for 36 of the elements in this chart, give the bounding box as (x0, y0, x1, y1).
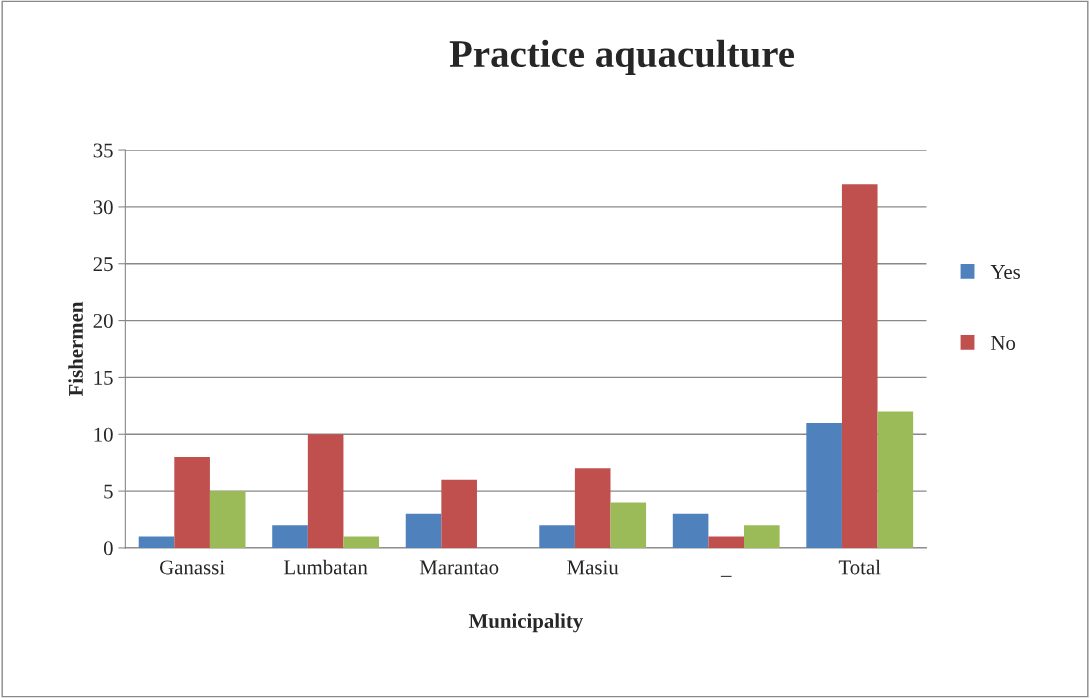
bar (672, 513, 709, 548)
bar (138, 536, 175, 548)
y-tick-label: 5 (104, 484, 113, 499)
bar (877, 411, 914, 548)
x-tick-label: Marantao (419, 560, 499, 575)
bar (405, 513, 442, 548)
bar (806, 422, 842, 548)
y-tick-label: 15 (94, 370, 113, 385)
bar (539, 525, 575, 548)
bar (841, 184, 878, 548)
bar (610, 502, 647, 548)
x-tick-label: Masiu (567, 560, 619, 575)
y-tick-label: 10 (94, 427, 113, 442)
bar (574, 468, 611, 548)
x-axis-title: Municipality (468, 613, 584, 633)
y-tick-label: 35 (93, 143, 113, 158)
bar (209, 491, 246, 548)
bar (343, 536, 380, 548)
y-tick-label: 30 (93, 200, 113, 215)
bar (307, 434, 344, 548)
x-tick-label: Total (838, 559, 881, 575)
y-axis-title: Fishermen (68, 301, 83, 397)
bar (272, 525, 308, 548)
y-tick-label: 20 (93, 313, 113, 329)
legend-label: Yes (990, 265, 1020, 279)
x-tick-label: Ganassi (159, 560, 225, 575)
bar (744, 525, 780, 548)
legend-label: No (991, 336, 1016, 350)
bar (441, 479, 477, 548)
chart-title: Practice aquaculture (449, 39, 795, 76)
bar (174, 456, 210, 548)
y-tick-label: 25 (93, 257, 113, 272)
bar (708, 536, 745, 548)
x-tick-label: Lumbatan (284, 559, 368, 575)
x-tick-label: _ (720, 575, 732, 577)
y-tick-label: 0 (103, 541, 113, 556)
